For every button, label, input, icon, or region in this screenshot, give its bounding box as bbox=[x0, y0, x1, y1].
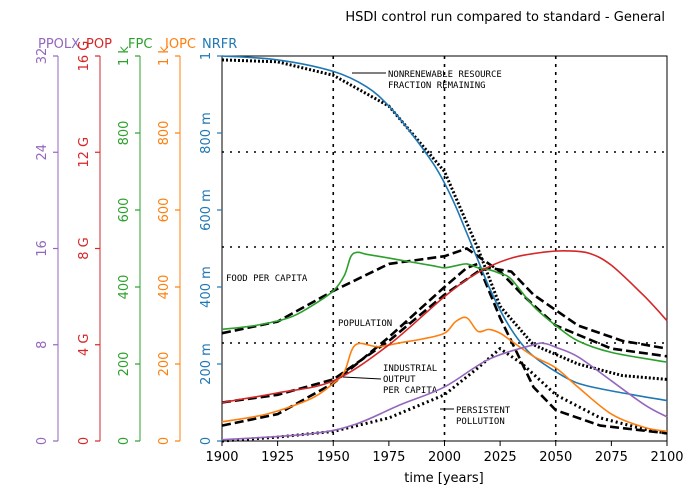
x-tick-label: 1975 bbox=[372, 450, 405, 465]
series-line-nrfr bbox=[221, 55, 668, 402]
y-tick-label: 400 bbox=[157, 275, 172, 300]
y-tick-label: 200 bbox=[157, 352, 172, 377]
y-tick-label: 4 G bbox=[77, 334, 92, 356]
y-tick-label: 600 m bbox=[199, 189, 214, 231]
ref-label-population: POPULATION bbox=[338, 319, 392, 329]
y-axis-name-iopc: IOPC bbox=[165, 37, 196, 52]
series-line-pop bbox=[221, 250, 668, 404]
ref-arrow-population bbox=[403, 321, 413, 325]
y-tick-label: 0 bbox=[117, 437, 132, 445]
reference-curve-5 bbox=[221, 346, 668, 443]
y-tick-label: 0 bbox=[77, 437, 92, 445]
y-tick-label: 1 bbox=[199, 52, 214, 60]
ref-label-per-capita: PER CAPITA bbox=[383, 386, 438, 396]
x-tick-label: 2025 bbox=[484, 450, 517, 465]
y-tick-label: 24 bbox=[35, 144, 50, 161]
y-axis-name-nrfr: NRFR bbox=[202, 37, 237, 52]
ref-label-industrial: INDUSTRIAL bbox=[383, 364, 437, 374]
y-tick-label: 400 m bbox=[199, 266, 214, 308]
ref-label-food: FOOD PER CAPITA bbox=[226, 274, 308, 284]
x-axis-label: time [years] bbox=[404, 471, 483, 486]
reference-curve-2 bbox=[221, 247, 668, 358]
y-tick-label: 400 bbox=[117, 275, 132, 300]
x-tick-label: 2050 bbox=[539, 450, 572, 465]
y-tick-label: 16 G bbox=[77, 41, 92, 72]
y-tick-label: 800 bbox=[157, 121, 172, 146]
x-tick-label: 1925 bbox=[261, 450, 294, 465]
y-axis-name-pop: POP bbox=[86, 37, 112, 52]
y-tick-label: 0 bbox=[35, 437, 50, 445]
y-tick-label: 1 k bbox=[157, 46, 172, 66]
y-tick-label: 16 bbox=[35, 240, 50, 257]
reference-arrows bbox=[342, 72, 454, 410]
series-line-ppolx bbox=[221, 342, 668, 441]
y-tick-label: 0 bbox=[199, 437, 214, 445]
y-tick-label: 32 bbox=[35, 48, 50, 65]
reference-labels: NONRENEWABLE RESOURCE FRACTION REMAINING… bbox=[226, 70, 511, 427]
ref-label-output: OUTPUT bbox=[383, 375, 416, 385]
x-axis: time [years] 1900 1925 1950 1975 2000 2025 205… bbox=[205, 441, 684, 486]
y-tick-label: 200 m bbox=[199, 343, 214, 385]
y-tick-label: 800 bbox=[117, 121, 132, 146]
ref-label-nonrenewable: NONRENEWABLE RESOURCE bbox=[388, 70, 502, 80]
x-tick-label: 2075 bbox=[595, 450, 628, 465]
series-line-fpc bbox=[221, 251, 668, 363]
reference-curve-1 bbox=[221, 58, 668, 381]
chart-title: HSDI control run compared to standard - … bbox=[345, 10, 665, 25]
ref-label-fraction: FRACTION REMAINING bbox=[388, 81, 486, 91]
x-tick-label: 1950 bbox=[317, 450, 350, 465]
y-tick-label: 1 k bbox=[117, 46, 132, 66]
y-tick-label: 8 G bbox=[77, 237, 92, 259]
y-tick-label: 0 bbox=[157, 437, 172, 445]
x-tick-label: 2100 bbox=[650, 450, 683, 465]
reference-grid bbox=[222, 56, 667, 441]
x-tick-label: 1900 bbox=[205, 450, 238, 465]
y-tick-label: 600 bbox=[157, 198, 172, 223]
series bbox=[221, 55, 668, 441]
ref-arrow-industrial bbox=[342, 376, 382, 380]
ref-label-persistent: PERSISTENT bbox=[456, 406, 511, 416]
x-tick-label: 2000 bbox=[428, 450, 461, 465]
y-axis-name-fpc: FPC bbox=[128, 37, 152, 52]
y-tick-label: 200 bbox=[117, 352, 132, 377]
y-axis-name-ppolx: PPOLX bbox=[38, 37, 80, 52]
y-tick-label: 12 G bbox=[77, 137, 92, 168]
ref-label-pollution: POLLUTION bbox=[456, 417, 505, 427]
y-tick-label: 8 bbox=[35, 341, 50, 349]
y-tick-label: 600 bbox=[117, 198, 132, 223]
y-tick-label: 800 m bbox=[199, 112, 214, 154]
